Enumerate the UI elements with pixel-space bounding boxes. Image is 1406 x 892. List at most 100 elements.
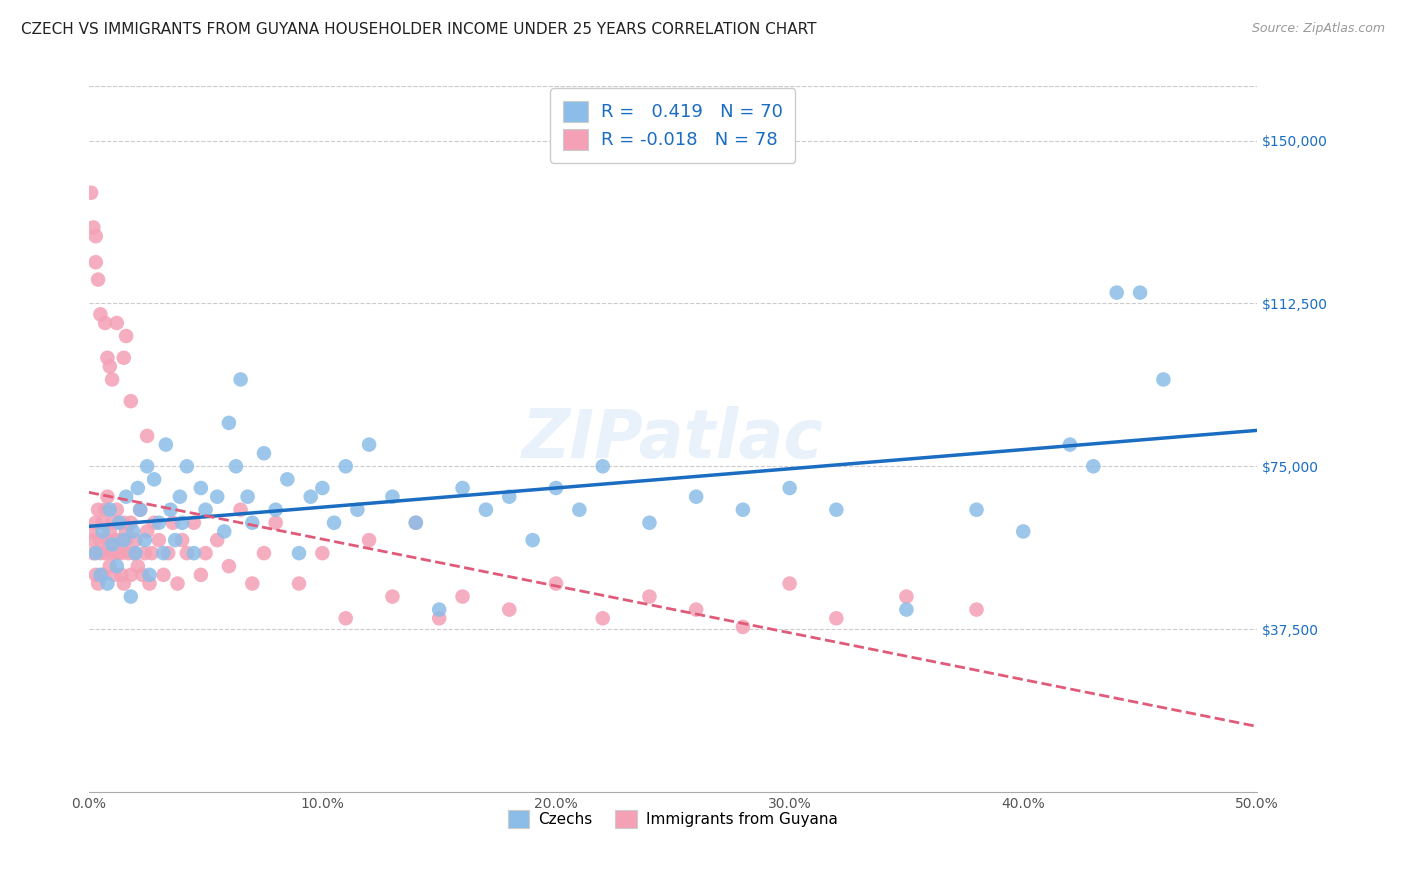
Point: [120, 394, 142, 409]
Point: [110, 567, 132, 582]
Point: [152, 546, 174, 560]
Point: [162, 516, 184, 530]
Point: [451, 590, 474, 604]
Point: [124, 533, 146, 548]
Point: [475, 502, 498, 516]
Point: [1012, 524, 1035, 539]
Point: [498, 602, 520, 616]
Point: [129, 502, 152, 516]
Point: [80, 186, 103, 200]
Point: [498, 490, 520, 504]
Point: [165, 533, 187, 548]
Point: [405, 516, 427, 530]
Point: [544, 576, 567, 591]
Point: [183, 516, 205, 530]
Point: [288, 546, 311, 560]
Point: [87, 576, 110, 591]
Point: [136, 429, 159, 443]
Text: CZECH VS IMMIGRANTS FROM GUYANA HOUSEHOLDER INCOME UNDER 25 YEARS CORRELATION CH: CZECH VS IMMIGRANTS FROM GUYANA HOUSEHOL…: [21, 22, 817, 37]
Point: [592, 459, 614, 474]
Point: [129, 502, 152, 516]
Point: [143, 516, 166, 530]
Point: [136, 524, 159, 539]
Point: [101, 516, 124, 530]
Point: [172, 516, 194, 530]
Point: [896, 602, 918, 616]
Point: [264, 502, 287, 516]
Point: [207, 533, 229, 548]
Point: [229, 372, 252, 386]
Point: [276, 472, 298, 486]
Point: [98, 502, 121, 516]
Point: [87, 502, 110, 516]
Point: [124, 546, 146, 560]
Point: [451, 481, 474, 495]
Point: [89, 307, 111, 321]
Point: [183, 546, 205, 560]
Point: [779, 576, 801, 591]
Point: [148, 533, 170, 548]
Point: [236, 490, 259, 504]
Point: [218, 416, 240, 430]
Point: [155, 437, 177, 451]
Point: [98, 359, 121, 374]
Point: [112, 576, 135, 591]
Point: [427, 611, 450, 625]
Point: [82, 533, 104, 548]
Point: [112, 516, 135, 530]
Point: [131, 567, 153, 582]
Point: [115, 524, 138, 539]
Point: [98, 559, 121, 574]
Point: [112, 351, 135, 365]
Point: [685, 602, 707, 616]
Point: [731, 620, 754, 634]
Point: [105, 546, 128, 560]
Point: [115, 490, 138, 504]
Point: [966, 502, 988, 516]
Point: [84, 516, 107, 530]
Point: [138, 567, 160, 582]
Point: [381, 490, 404, 504]
Text: Source: ZipAtlas.com: Source: ZipAtlas.com: [1251, 22, 1385, 36]
Point: [427, 602, 450, 616]
Point: [96, 490, 118, 504]
Point: [82, 546, 104, 560]
Point: [731, 502, 754, 516]
Point: [94, 502, 117, 516]
Point: [108, 516, 131, 530]
Point: [101, 546, 124, 560]
Point: [91, 524, 114, 539]
Point: [311, 546, 333, 560]
Point: [89, 567, 111, 582]
Point: [136, 459, 159, 474]
Point: [240, 576, 263, 591]
Point: [176, 459, 198, 474]
Point: [381, 590, 404, 604]
Point: [159, 502, 181, 516]
Point: [105, 502, 128, 516]
Point: [1083, 459, 1105, 474]
Point: [134, 546, 156, 560]
Point: [218, 559, 240, 574]
Point: [105, 559, 128, 574]
Point: [89, 533, 111, 548]
Point: [96, 533, 118, 548]
Point: [122, 524, 145, 539]
Point: [143, 472, 166, 486]
Point: [110, 546, 132, 560]
Point: [568, 502, 591, 516]
Point: [194, 546, 217, 560]
Point: [112, 533, 135, 548]
Point: [94, 546, 117, 560]
Point: [127, 481, 149, 495]
Point: [148, 516, 170, 530]
Point: [138, 576, 160, 591]
Point: [264, 516, 287, 530]
Point: [96, 576, 118, 591]
Point: [117, 546, 139, 560]
Point: [299, 490, 322, 504]
Point: [127, 559, 149, 574]
Point: [212, 524, 235, 539]
Point: [522, 533, 544, 548]
Point: [638, 590, 661, 604]
